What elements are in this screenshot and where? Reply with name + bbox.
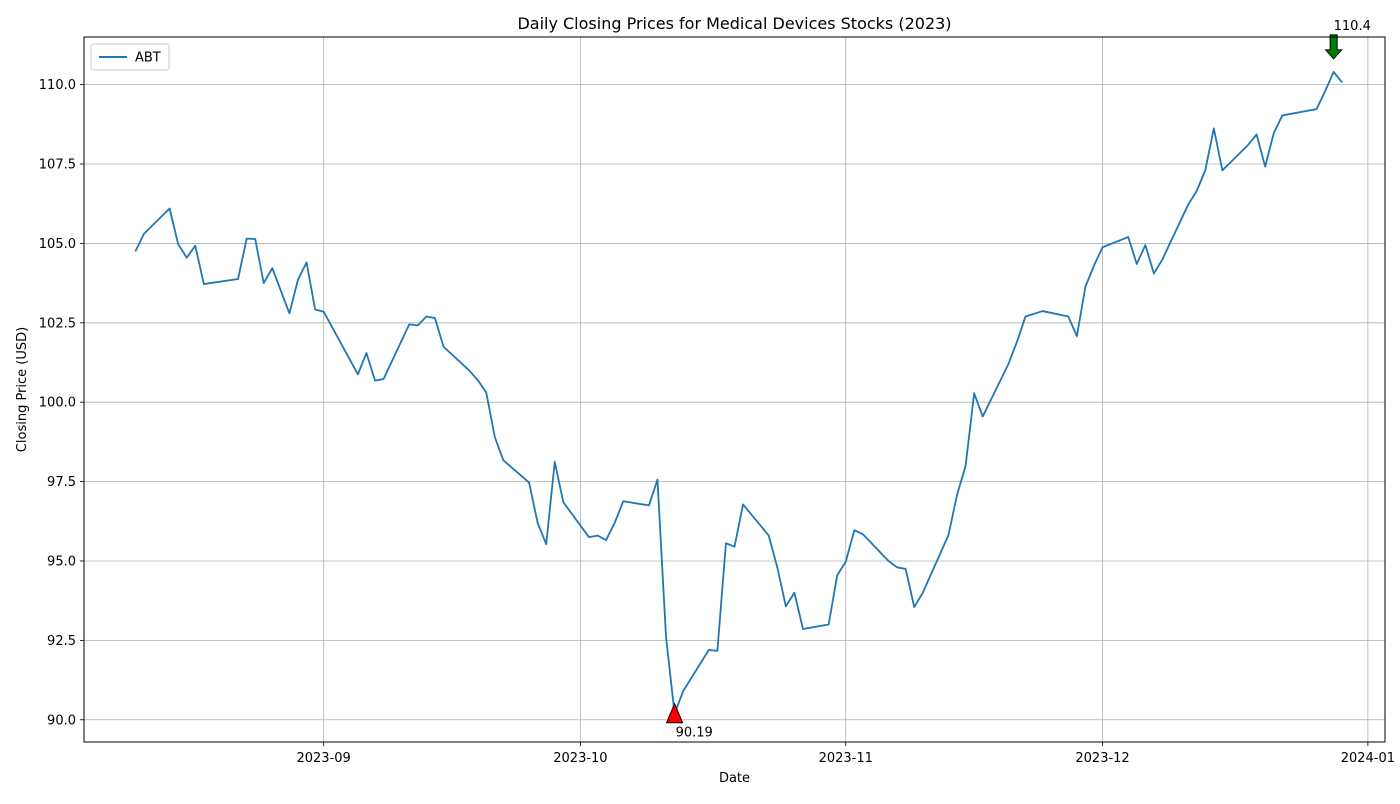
legend-box bbox=[90, 43, 170, 71]
y-tick-label: 92.5 bbox=[47, 634, 76, 649]
annotations: 110.4 90.19 bbox=[665, 19, 1371, 741]
y-tick-label: 107.5 bbox=[39, 158, 76, 173]
y-axis-label: Closing Price (USD) bbox=[15, 327, 30, 452]
y-tick-label: 102.5 bbox=[39, 316, 76, 331]
legend: ABT bbox=[90, 43, 170, 71]
y-tick-label: 97.5 bbox=[47, 475, 76, 490]
x-tick-label: 2023-12 bbox=[1075, 751, 1129, 766]
chart-title: Daily Closing Prices for Medical Devices… bbox=[517, 14, 951, 33]
x-axis-ticks: 2023-09 2023-10 2023-11 2023-12 2024-01 bbox=[296, 742, 1395, 766]
min-triangle-marker bbox=[665, 702, 684, 724]
series-lines bbox=[134, 71, 1343, 715]
y-axis-ticks: 90.0 92.5 95.0 97.5 100.0 102.5 105.0 107.5 110.… bbox=[39, 78, 84, 728]
y-tick-label: 95.0 bbox=[47, 554, 76, 569]
x-tick-label: 2023-11 bbox=[819, 751, 873, 766]
x-tick-label: 2023-09 bbox=[296, 751, 350, 766]
grid-lines bbox=[84, 37, 1385, 742]
x-tick-label: 2023-10 bbox=[553, 751, 607, 766]
max-annotation-label: 110.4 bbox=[1334, 19, 1371, 34]
max-arrow-marker bbox=[1324, 34, 1343, 60]
min-annotation-label: 90.19 bbox=[676, 726, 713, 741]
y-tick-label: 90.0 bbox=[47, 713, 76, 728]
y-tick-label: 100.0 bbox=[39, 396, 76, 411]
x-tick-label: 2024-01 bbox=[1341, 751, 1395, 766]
plot-area-frame bbox=[83, 36, 1386, 743]
x-axis-label: Date bbox=[719, 771, 750, 786]
legend-label-abt: ABT bbox=[135, 51, 161, 66]
series-line-abt bbox=[134, 71, 1343, 715]
y-tick-label: 110.0 bbox=[39, 78, 76, 93]
y-tick-label: 105.0 bbox=[39, 237, 76, 252]
